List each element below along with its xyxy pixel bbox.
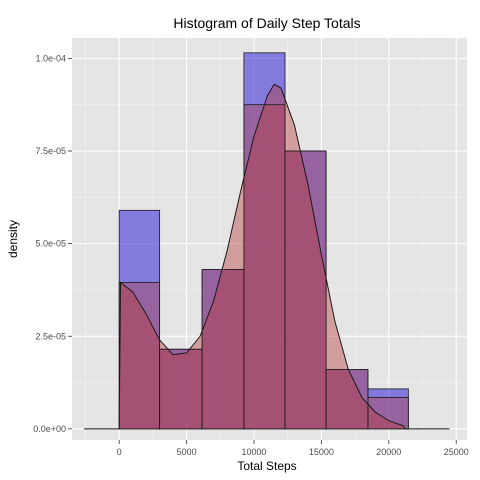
density-area — [84, 84, 450, 429]
density-curve — [84, 83, 450, 430]
histogram-bar-red — [159, 348, 203, 430]
histogram-bar-red — [284, 150, 327, 430]
histogram-bar-blue — [243, 52, 286, 430]
x-axis-ticks: 0 5000 10000 15000 20000 25000 — [117, 440, 469, 457]
histogram-bar-blue — [159, 348, 203, 430]
y-tick-label: 2.5e-05 — [35, 331, 66, 341]
y-tick-label: 1.0e-04 — [35, 53, 66, 63]
y-tick-label: 5.0e-05 — [35, 239, 66, 249]
histogram-bar-blue — [118, 209, 161, 430]
histogram-bar-red — [118, 282, 161, 430]
chart-title: Histogram of Daily Step Totals — [173, 15, 360, 31]
y-axis-title: density — [6, 220, 20, 258]
histogram-bar-red — [367, 396, 409, 430]
y-tick-label: 0.0e+00 — [33, 424, 66, 434]
x-tick-label: 0 — [117, 447, 122, 457]
x-tick-label: 5000 — [177, 447, 197, 457]
histogram-bar-blue — [367, 388, 409, 430]
x-axis-title: Total Steps — [237, 459, 296, 473]
histogram-bar-red — [243, 104, 286, 430]
blue-bars — [118, 52, 409, 430]
x-tick-label: 10000 — [241, 447, 266, 457]
y-axis-ticks: 0.0e+00 2.5e-05 5.0e-05 7.5e-05 1.0e-04 — [33, 53, 72, 434]
x-tick-label: 25000 — [444, 447, 469, 457]
x-tick-label: 20000 — [376, 447, 401, 457]
x-tick-label: 15000 — [309, 447, 334, 457]
histogram-bar-red — [201, 269, 245, 430]
y-tick-label: 7.5e-05 — [35, 146, 66, 156]
histogram-bar-blue — [325, 369, 369, 430]
histogram-bar-red — [325, 369, 369, 430]
red-bars — [118, 104, 409, 430]
